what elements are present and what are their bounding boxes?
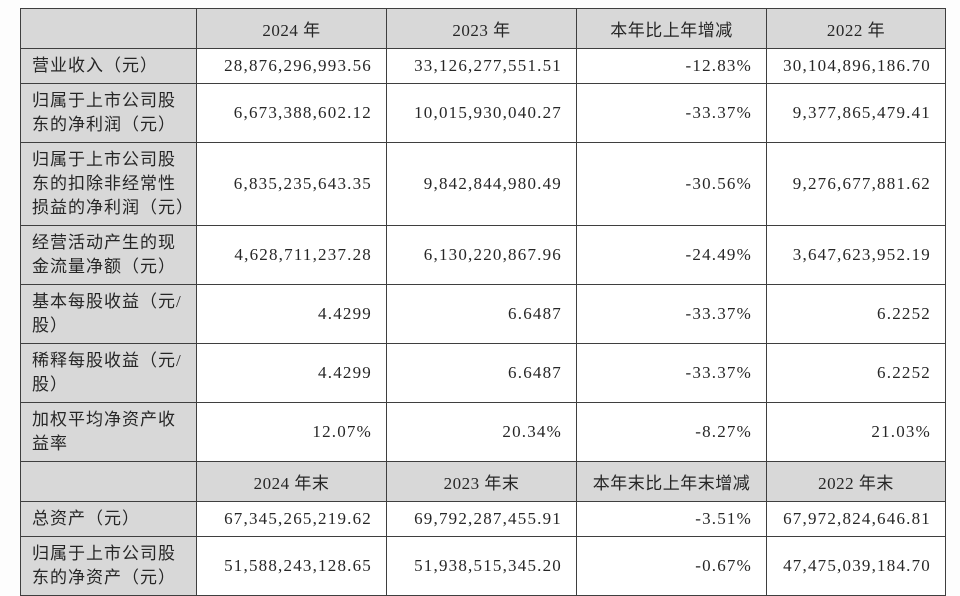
row-label: 加权平均净资产收益率 <box>20 402 197 462</box>
annual-header-blank <box>20 8 197 49</box>
cell-change: -24.49% <box>576 225 767 285</box>
cell-2023: 69,792,287,455.91 <box>386 501 577 537</box>
cell-2024: 4.4299 <box>196 343 387 403</box>
cell-2024: 6,835,235,643.35 <box>196 142 387 226</box>
table-row-weighted-avg-roe: 加权平均净资产收益率 12.07% 20.34% -8.27% 21.03% <box>20 402 946 462</box>
cell-2023: 20.34% <box>386 402 577 462</box>
cell-2022: 3,647,623,952.19 <box>766 225 946 285</box>
annual-header-2024: 2024 年 <box>196 8 387 49</box>
row-label: 营业收入（元） <box>20 48 197 84</box>
eoy-header-2023: 2023 年末 <box>386 461 577 502</box>
row-label: 归属于上市公司股东的扣除非经常性损益的净利润（元） <box>20 142 197 226</box>
cell-change: -33.37% <box>576 343 767 403</box>
cell-2022: 9,276,677,881.62 <box>766 142 946 226</box>
cell-2023: 33,126,277,551.51 <box>386 48 577 84</box>
cell-2024: 4,628,711,237.28 <box>196 225 387 285</box>
cell-2023: 6.6487 <box>386 284 577 344</box>
annual-header-row: 2024 年 2023 年 本年比上年增减 2022 年 <box>20 8 946 49</box>
financial-summary-table-wrap: 2024 年 2023 年 本年比上年增减 2022 年 营业收入（元） 28,… <box>20 8 946 596</box>
row-label: 归属于上市公司股东的净利润（元） <box>20 83 197 143</box>
cell-2022: 9,377,865,479.41 <box>766 83 946 143</box>
cell-2024: 28,876,296,993.56 <box>196 48 387 84</box>
annual-header-change: 本年比上年增减 <box>576 8 767 49</box>
cell-2023: 10,015,930,040.27 <box>386 83 577 143</box>
cell-change: -0.67% <box>576 536 767 596</box>
cell-2024: 6,673,388,602.12 <box>196 83 387 143</box>
cell-change: -12.83% <box>576 48 767 84</box>
table-row-net-profit-excl-nonrecurring: 归属于上市公司股东的扣除非经常性损益的净利润（元） 6,835,235,643.… <box>20 142 946 226</box>
row-label: 归属于上市公司股东的净资产（元） <box>20 536 197 596</box>
cell-2024: 12.07% <box>196 402 387 462</box>
row-label: 经营活动产生的现金流量净额（元） <box>20 225 197 285</box>
table-row-basic-eps: 基本每股收益（元/股） 4.4299 6.6487 -33.37% 6.2252 <box>20 284 946 344</box>
table-row-net-profit: 归属于上市公司股东的净利润（元） 6,673,388,602.12 10,015… <box>20 83 946 143</box>
table-row-operating-cash-flow: 经营活动产生的现金流量净额（元） 4,628,711,237.28 6,130,… <box>20 225 946 285</box>
cell-2022: 6.2252 <box>766 284 946 344</box>
cell-2024: 4.4299 <box>196 284 387 344</box>
eoy-header-blank <box>20 461 197 502</box>
annual-header-2022: 2022 年 <box>766 8 946 49</box>
eoy-header-row: 2024 年末 2023 年末 本年末比上年末增减 2022 年末 <box>20 461 946 502</box>
cell-change: -33.37% <box>576 83 767 143</box>
cell-2023: 6.6487 <box>386 343 577 403</box>
cell-change: -30.56% <box>576 142 767 226</box>
table-row-diluted-eps: 稀释每股收益（元/股） 4.4299 6.6487 -33.37% 6.2252 <box>20 343 946 403</box>
cell-2022: 67,972,824,646.81 <box>766 501 946 537</box>
cell-2022: 30,104,896,186.70 <box>766 48 946 84</box>
cell-2024: 67,345,265,219.62 <box>196 501 387 537</box>
table-row-revenue: 营业收入（元） 28,876,296,993.56 33,126,277,551… <box>20 48 946 84</box>
cell-2023: 51,938,515,345.20 <box>386 536 577 596</box>
financial-summary-table: 2024 年 2023 年 本年比上年增减 2022 年 营业收入（元） 28,… <box>20 8 946 596</box>
cell-change: -3.51% <box>576 501 767 537</box>
cell-2023: 9,842,844,980.49 <box>386 142 577 226</box>
row-label: 稀释每股收益（元/股） <box>20 343 197 403</box>
table-row-total-assets: 总资产（元） 67,345,265,219.62 69,792,287,455.… <box>20 501 946 537</box>
cell-2022: 21.03% <box>766 402 946 462</box>
cell-2023: 6,130,220,867.96 <box>386 225 577 285</box>
cell-change: -33.37% <box>576 284 767 344</box>
annual-header-2023: 2023 年 <box>386 8 577 49</box>
cell-2022: 47,475,039,184.70 <box>766 536 946 596</box>
table-row-net-assets: 归属于上市公司股东的净资产（元） 51,588,243,128.65 51,93… <box>20 536 946 596</box>
cell-2022: 6.2252 <box>766 343 946 403</box>
row-label: 基本每股收益（元/股） <box>20 284 197 344</box>
eoy-header-change: 本年末比上年末增减 <box>576 461 767 502</box>
cell-2024: 51,588,243,128.65 <box>196 536 387 596</box>
cell-change: -8.27% <box>576 402 767 462</box>
eoy-header-2022: 2022 年末 <box>766 461 946 502</box>
row-label: 总资产（元） <box>20 501 197 537</box>
eoy-header-2024: 2024 年末 <box>196 461 387 502</box>
